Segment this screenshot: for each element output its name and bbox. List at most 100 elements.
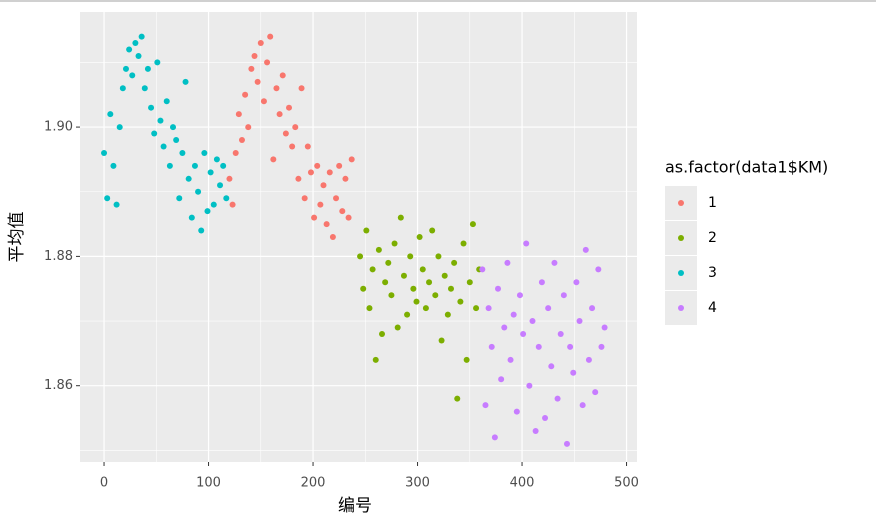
point xyxy=(248,65,255,72)
plot-panel xyxy=(80,12,637,462)
point xyxy=(582,246,589,253)
point xyxy=(238,137,245,144)
x-tick-label: 0 xyxy=(100,476,108,491)
point xyxy=(333,195,340,202)
point xyxy=(460,240,467,247)
point xyxy=(251,52,258,59)
point xyxy=(326,169,333,176)
point xyxy=(342,175,349,182)
point xyxy=(257,40,264,47)
point xyxy=(479,266,486,273)
point xyxy=(292,124,299,131)
point xyxy=(419,266,426,273)
point xyxy=(432,292,439,299)
point xyxy=(441,272,448,279)
point xyxy=(382,279,389,286)
point xyxy=(104,195,111,202)
point xyxy=(138,33,145,40)
point xyxy=(438,337,445,344)
point xyxy=(151,130,158,137)
point xyxy=(135,52,142,59)
point xyxy=(279,72,286,79)
point xyxy=(173,137,180,144)
point xyxy=(273,85,280,92)
point xyxy=(289,143,296,150)
point xyxy=(501,324,508,331)
point xyxy=(267,33,274,40)
point xyxy=(560,292,567,299)
point xyxy=(323,221,330,228)
point xyxy=(469,221,476,228)
point xyxy=(570,369,577,376)
x-tick-label: 100 xyxy=(196,476,221,491)
point xyxy=(141,85,148,92)
point xyxy=(245,124,252,131)
point xyxy=(598,343,605,350)
point xyxy=(488,343,495,350)
point xyxy=(375,246,382,253)
legend-marker xyxy=(678,235,684,241)
point xyxy=(429,227,436,234)
point xyxy=(573,279,580,286)
point xyxy=(204,208,211,215)
point xyxy=(122,65,129,72)
point xyxy=(551,259,558,266)
point xyxy=(348,156,355,163)
point xyxy=(260,98,267,105)
point xyxy=(345,214,352,221)
x-axis-title: 编号 xyxy=(338,496,372,516)
point xyxy=(545,305,552,312)
point xyxy=(444,311,451,318)
point xyxy=(407,253,414,260)
point xyxy=(170,124,177,131)
point xyxy=(307,169,314,176)
point xyxy=(110,162,117,169)
point xyxy=(495,285,502,292)
point xyxy=(513,408,520,415)
point xyxy=(554,395,561,402)
point xyxy=(188,214,195,221)
point xyxy=(201,149,208,156)
point xyxy=(195,188,202,195)
point xyxy=(410,285,417,292)
point xyxy=(523,240,530,247)
point xyxy=(394,324,401,331)
point xyxy=(589,305,596,312)
y-tick-label: 1.88 xyxy=(44,249,73,264)
legend-label: 4 xyxy=(708,300,717,316)
point xyxy=(223,195,230,202)
point xyxy=(447,285,454,292)
point xyxy=(166,162,173,169)
point xyxy=(107,111,114,118)
point xyxy=(317,201,324,208)
point xyxy=(363,227,370,234)
point xyxy=(264,59,271,66)
point xyxy=(567,343,574,350)
point xyxy=(426,279,433,286)
point xyxy=(516,292,523,299)
point xyxy=(220,162,227,169)
point xyxy=(270,156,277,163)
point xyxy=(282,130,289,137)
point xyxy=(391,240,398,247)
point xyxy=(454,395,461,402)
point xyxy=(520,330,527,337)
y-tick-label: 1.86 xyxy=(44,378,73,393)
point xyxy=(466,279,473,286)
point xyxy=(154,59,161,66)
legend-label: 2 xyxy=(708,230,717,246)
point xyxy=(144,65,151,72)
x-tick-label: 400 xyxy=(510,476,535,491)
point xyxy=(463,356,470,363)
point xyxy=(548,363,555,370)
point xyxy=(435,253,442,260)
point xyxy=(339,208,346,215)
point xyxy=(217,182,224,189)
point xyxy=(385,259,392,266)
point xyxy=(379,330,386,337)
point xyxy=(148,104,155,111)
point xyxy=(160,143,167,150)
x-tick-label: 300 xyxy=(405,476,430,491)
legend-marker xyxy=(678,305,684,311)
